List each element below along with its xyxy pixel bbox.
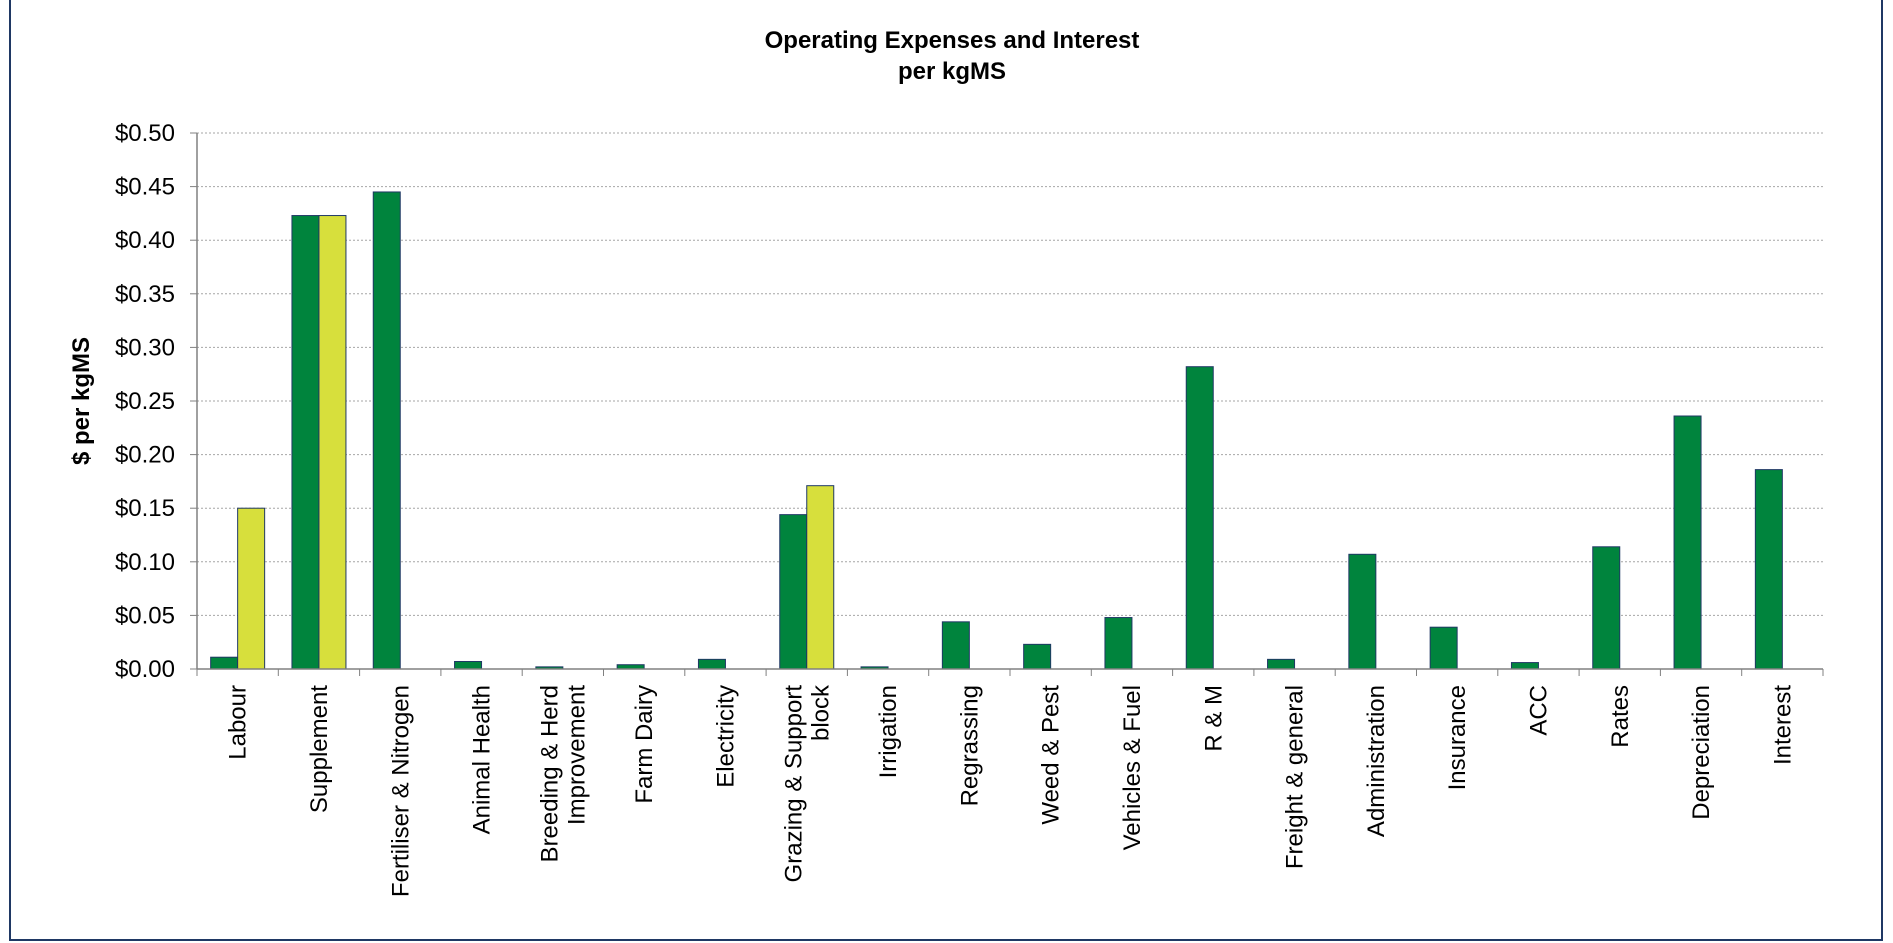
bar xyxy=(1592,546,1621,670)
y-tick-label: $0.35 xyxy=(115,281,175,308)
y-tick-label: $0.00 xyxy=(115,656,175,683)
y-tick-label: $0.20 xyxy=(115,442,175,469)
x-tick-label: Labour xyxy=(225,685,252,760)
x-tick-label: Irrigation xyxy=(875,685,902,778)
x-tick-label: R & M xyxy=(1200,685,1227,752)
bar xyxy=(372,191,401,670)
x-tick-label: Regrassing xyxy=(956,685,983,806)
axes xyxy=(190,132,1824,676)
x-tick-label: Fertiliser & Nitrogen xyxy=(387,685,414,897)
y-tick-labels: $0.00 $0.05 $0.10 $0.15 $0.20 $0.25 $0.30 $0.35… xyxy=(115,120,175,683)
bar xyxy=(318,215,347,670)
bar xyxy=(1023,643,1052,670)
x-tick-label: Farm Dairy xyxy=(631,685,658,804)
y-tick-label: $0.30 xyxy=(115,334,175,361)
y-tick-label: $0.15 xyxy=(115,495,175,522)
bar xyxy=(1104,617,1133,670)
bar xyxy=(1510,662,1539,670)
x-tick-label: Weed & Pest xyxy=(1038,685,1065,825)
chart-title: Operating Expenses and Interest xyxy=(765,27,1140,54)
chart-subtitle: per kgMS xyxy=(898,58,1006,85)
x-tick-label: Grazing & Support xyxy=(780,685,807,883)
gridlines xyxy=(197,132,1823,616)
x-tick-label: Improvement xyxy=(563,685,590,825)
x-tick-label: Vehicles & Fuel xyxy=(1119,685,1146,850)
x-tick-label: Depreciation xyxy=(1688,685,1715,820)
bar xyxy=(1429,626,1458,670)
x-tick-label: Administration xyxy=(1363,685,1390,837)
y-tick-label: $0.10 xyxy=(115,549,175,576)
bar xyxy=(806,485,835,670)
x-tick-label: block xyxy=(807,684,834,741)
bar xyxy=(941,621,970,670)
y-tick-label: $0.05 xyxy=(115,602,175,629)
y-tick-label: $0.45 xyxy=(115,174,175,201)
bar xyxy=(1185,366,1214,670)
x-tick-label: Interest xyxy=(1769,685,1796,765)
bar xyxy=(697,658,726,670)
bar xyxy=(1754,469,1783,670)
bar xyxy=(237,507,266,670)
y-tick-label: $0.40 xyxy=(115,227,175,254)
x-tick-label: Breeding & Herd xyxy=(536,685,563,862)
x-tick-labels: Labour Supplement Fertiliser & Nitrogen Ani… xyxy=(225,684,1797,897)
bar xyxy=(454,660,483,670)
bar xyxy=(1267,658,1296,670)
bar xyxy=(210,656,239,670)
x-tick-label: Supplement xyxy=(306,685,333,813)
bar xyxy=(779,514,808,670)
y-tick-label: $0.50 xyxy=(115,120,175,147)
x-tick-label: Rates xyxy=(1607,685,1634,748)
bar xyxy=(1348,553,1377,670)
y-tick-label: $0.25 xyxy=(115,388,175,415)
y-axis-title: $ per kgMS xyxy=(68,337,95,465)
x-tick-label: Freight & general xyxy=(1282,685,1309,869)
x-tick-label: Animal Health xyxy=(469,685,496,834)
x-tick-label: Insurance xyxy=(1444,685,1471,790)
bar xyxy=(291,215,320,670)
x-tick-label: ACC xyxy=(1525,685,1552,736)
bar xyxy=(1673,415,1702,670)
bars xyxy=(210,191,1783,670)
x-tick-label: Electricity xyxy=(712,685,739,788)
